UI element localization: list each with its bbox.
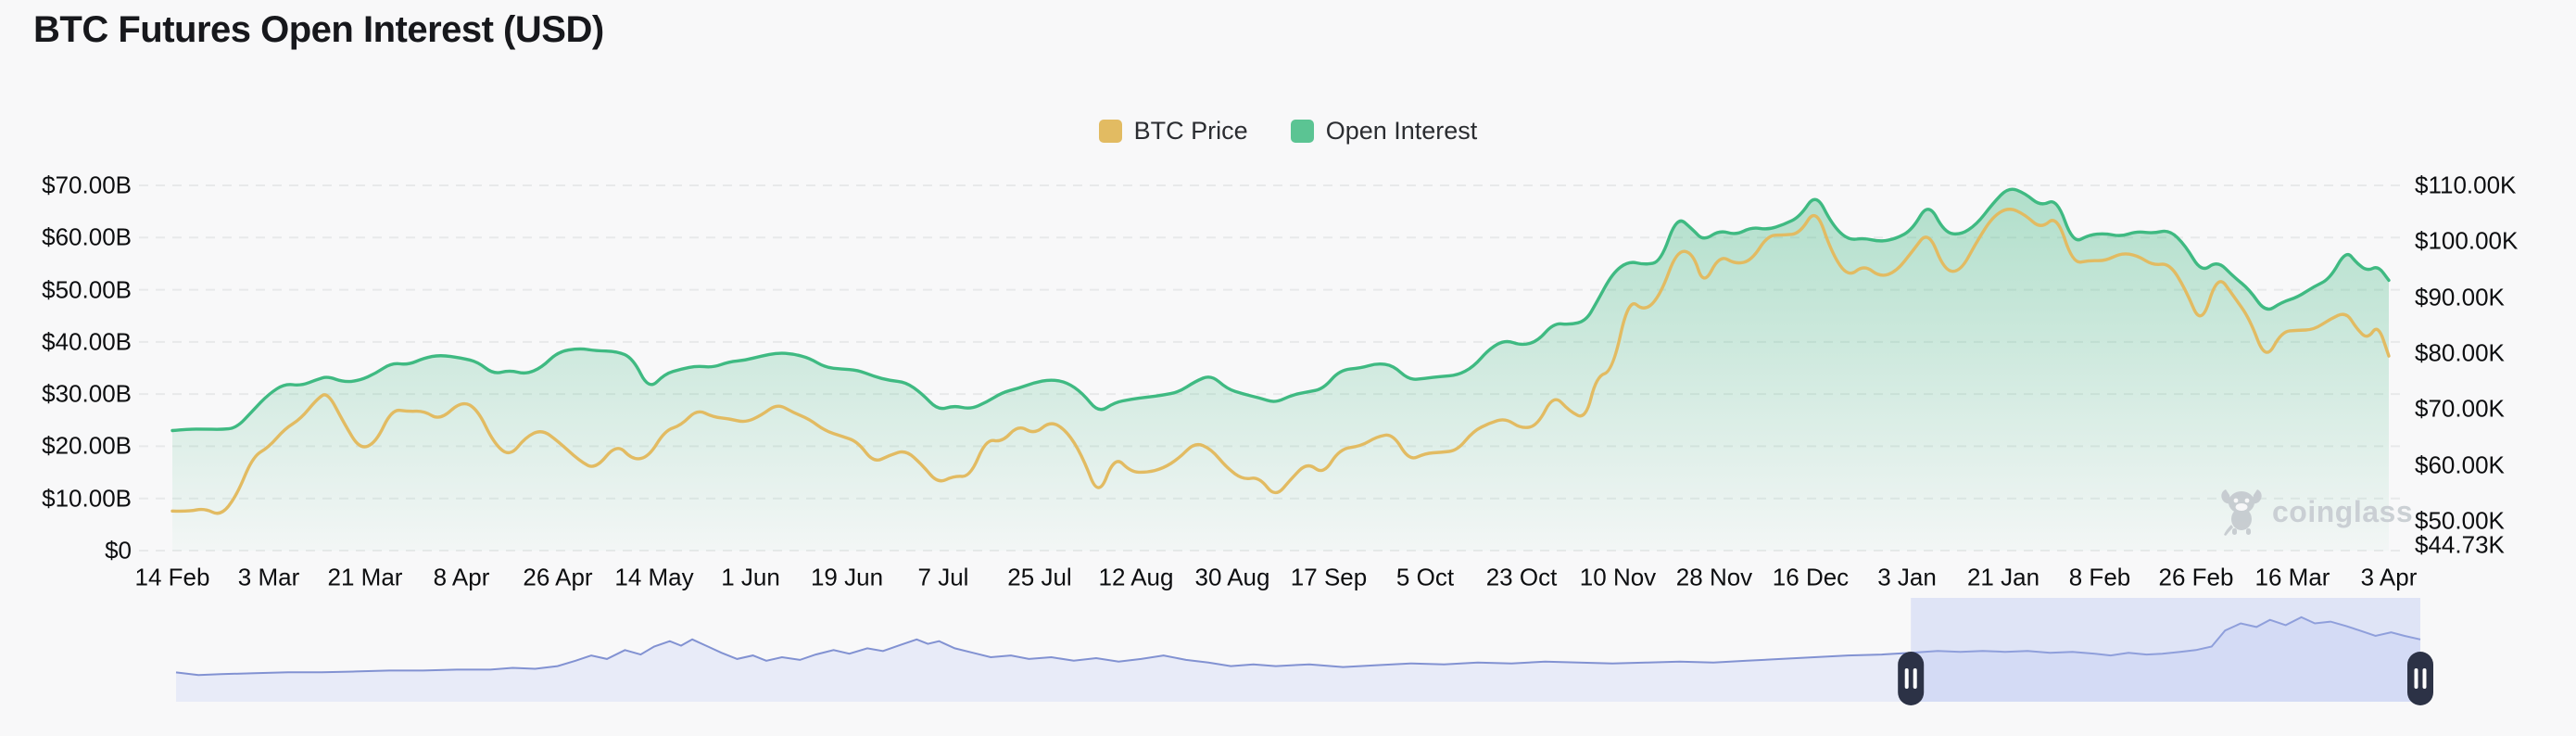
x-axis-label: 8 Apr: [433, 563, 490, 591]
x-axis-label: 8 Feb: [2068, 563, 2131, 591]
legend-item-open-interest[interactable]: Open Interest: [1290, 117, 1478, 146]
x-axis-label: 26 Apr: [523, 563, 593, 591]
navigator-area[interactable]: [176, 616, 2420, 702]
legend-item-btc-price[interactable]: BTC Price: [1098, 117, 1248, 146]
open-interest-area[interactable]: [172, 189, 2389, 552]
navigator-handle-left[interactable]: [1898, 652, 1925, 705]
left-y-axis: $70.00B $60.00B $50.00B $40.00B $30.00B $20.0…: [0, 0, 135, 736]
right-axis-label: $90.00K: [2415, 283, 2505, 311]
x-axis-label: 3 Mar: [237, 563, 300, 591]
x-axis-label: 12 Aug: [1098, 563, 1174, 591]
left-axis-label: $70.00B: [42, 171, 132, 199]
left-axis-label: $0: [105, 536, 132, 565]
right-axis-label: $50.00K: [2415, 506, 2505, 535]
x-axis-label: 16 Mar: [2254, 563, 2330, 591]
x-axis-label: 7 Jul: [917, 563, 969, 591]
left-axis-label: $60.00B: [42, 222, 132, 251]
x-axis-label: 23 Oct: [1485, 563, 1558, 591]
btc-price-swatch: [1098, 120, 1122, 143]
right-axis-label: $110.00K: [2415, 171, 2517, 199]
left-axis-label: $30.00B: [42, 379, 132, 408]
x-axis-label: 1 Jun: [721, 563, 780, 591]
x-axis-label: 21 Mar: [327, 563, 403, 591]
x-axis-label: 30 Aug: [1194, 563, 1270, 591]
right-axis-label: $100.00K: [2415, 226, 2519, 255]
right-y-axis: $110.00K $100.00K $90.00K $80.00K $70.00K $60…: [2415, 0, 2576, 736]
open-interest-line[interactable]: [170, 187, 2391, 433]
x-axis-label: 14 May: [614, 563, 694, 591]
navigator-selection[interactable]: [1911, 598, 2420, 702]
right-axis-label: $80.00K: [2415, 338, 2505, 367]
x-axis-label: 3 Jan: [1877, 563, 1937, 591]
x-axis-label: 16 Dec: [1772, 563, 1850, 591]
x-axis-label: 28 Nov: [1675, 563, 1753, 591]
navigator-handle-right[interactable]: [2407, 652, 2433, 705]
legend-label-open-interest: Open Interest: [1325, 117, 1478, 145]
x-axis-label: 5 Oct: [1395, 563, 1455, 591]
left-axis-label: $10.00B: [42, 484, 132, 513]
chart-legend: BTC Price Open Interest: [0, 117, 2576, 146]
left-axis-label: $40.00B: [42, 327, 132, 356]
left-axis-label: $20.00B: [42, 431, 132, 460]
navigator-line: [175, 615, 2421, 677]
x-axis-label: 3 Apr: [2360, 563, 2418, 591]
right-axis-label: $60.00K: [2415, 450, 2505, 479]
x-axis-label: 19 Jun: [810, 563, 884, 591]
btc-price-line[interactable]: [170, 208, 2391, 515]
x-axis-label: 17 Sep: [1290, 563, 1368, 591]
x-axis-label: 25 Jul: [1007, 563, 1072, 591]
right-axis-label: $70.00K: [2415, 394, 2505, 423]
x-axis-label: 10 Nov: [1579, 563, 1657, 591]
left-axis-label: $50.00B: [42, 275, 132, 304]
chart-title: BTC Futures Open Interest (USD): [33, 9, 604, 50]
x-axis-label: 21 Jan: [1966, 563, 2040, 591]
legend-label-btc-price: BTC Price: [1133, 117, 1248, 145]
x-axis-label: 26 Feb: [2158, 563, 2234, 591]
right-axis-label: $44.73K: [2415, 530, 2505, 559]
open-interest-swatch: [1290, 120, 1314, 143]
x-axis-label: 14 Feb: [134, 563, 210, 591]
